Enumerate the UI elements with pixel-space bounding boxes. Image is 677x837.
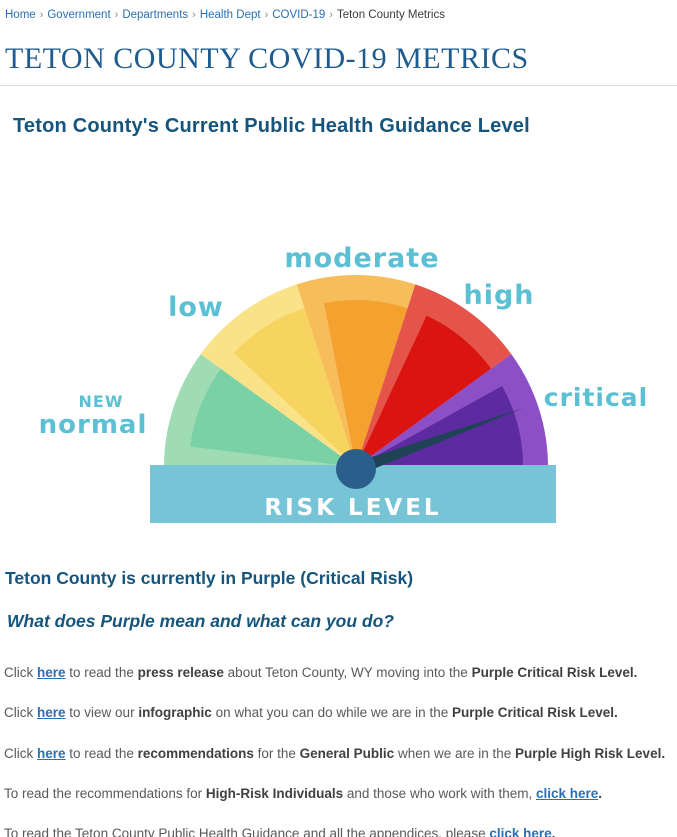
text-run: when we are in the	[394, 745, 516, 761]
breadcrumb-separator: ›	[264, 9, 269, 21]
bold-text: .	[551, 825, 556, 837]
text-run: and those who work with them,	[343, 785, 536, 801]
bold-text: High-Risk Individuals	[205, 785, 344, 801]
high-risk-individuals-paragraph: To read the recommendations for High-Ris…	[4, 786, 677, 801]
breadcrumb-link[interactable]: Health Dept	[199, 9, 261, 21]
breadcrumb-link[interactable]: Government	[47, 9, 111, 21]
gauge-label-new: NEW	[79, 392, 124, 411]
breadcrumb-separator: ›	[192, 9, 196, 21]
bold-text: recommendations	[137, 745, 254, 761]
bold-text: Purple Critical Risk Level.	[451, 704, 618, 720]
text-run: To read the Teton County Public Health G…	[4, 825, 490, 837]
breadcrumb-separator: ›	[114, 9, 119, 21]
gauge-label-critical: critical	[544, 383, 649, 412]
gauge-label-low: low	[168, 292, 224, 323]
title-divider	[0, 85, 677, 86]
bold-text: press release	[137, 664, 224, 680]
infographic-paragraph: Click here to view our infographic on wh…	[4, 705, 677, 720]
bold-text: Purple High Risk Level.	[515, 745, 666, 761]
text-run: for the	[253, 745, 300, 761]
breadcrumb-separator: ›	[329, 9, 333, 21]
breadcrumb-link[interactable]: Departments	[122, 9, 189, 21]
bold-text: .	[598, 785, 603, 801]
breadcrumb-link[interactable]: COVID-19	[272, 9, 326, 21]
gauge-label-moderate: moderate	[284, 243, 439, 274]
text-run: about Teton County, WY moving into the	[223, 664, 472, 680]
gauge-label-normal: normal	[39, 410, 148, 440]
press-release-paragraph: Click here to read the press release abo…	[4, 665, 677, 680]
gauge-axis-label: RISK LEVEL	[264, 495, 441, 521]
inline-link[interactable]: here	[37, 704, 66, 720]
risk-gauge-image: moderate low high NEW normal critical RISK LEV…	[0, 215, 677, 525]
breadcrumb-current: Teton County Metrics	[336, 9, 445, 21]
page-title: TETON COUNTY COVID-19 METRICS	[5, 42, 529, 75]
inline-link[interactable]: here	[37, 745, 66, 761]
gauge-segment-new-normal	[190, 368, 356, 467]
general-public-paragraph: Click here to read the recommendations f…	[4, 746, 677, 761]
current-level-status: Teton County is currently in Purple (Cri…	[5, 568, 414, 588]
inline-link[interactable]: click here	[535, 785, 599, 801]
public-health-guidance-paragraph: To read the Teton County Public Health G…	[4, 826, 677, 837]
gauge-segment-moderate	[324, 300, 408, 467]
text-run: to read the	[65, 664, 138, 680]
bold-text: General Public	[299, 745, 395, 761]
gauge-needle-hub	[336, 449, 376, 489]
text-run: To read the recommendations for	[4, 785, 206, 801]
breadcrumb: Home › Government › Departments › Health Dept ›…	[0, 0, 677, 21]
breadcrumb-link[interactable]: Home	[5, 9, 36, 21]
text-run: Click	[4, 745, 37, 761]
bold-text: Purple Critical Risk Level.	[471, 664, 638, 680]
gauge-segment-critical	[356, 386, 524, 467]
gauge-segment-low	[233, 308, 356, 467]
inline-link[interactable]: click here	[489, 825, 552, 837]
text-run: to view our	[65, 704, 139, 720]
text-run: to read the	[65, 745, 138, 761]
text-run: on what you can do while we are in the	[211, 704, 452, 720]
gauge-needle-icon	[353, 408, 524, 476]
inline-link[interactable]: here	[37, 664, 66, 680]
guidance-level-heading: Teton County's Current Public Health Gui…	[13, 115, 530, 137]
text-run: Click	[4, 664, 37, 680]
question-subheading: What does Purple mean and what can you d…	[7, 611, 394, 631]
gauge-label-high: high	[463, 280, 534, 311]
gauge-segment-high	[356, 315, 492, 467]
text-run: Click	[4, 704, 37, 720]
breadcrumb-separator: ›	[39, 9, 44, 21]
bold-text: infographic	[138, 704, 212, 720]
